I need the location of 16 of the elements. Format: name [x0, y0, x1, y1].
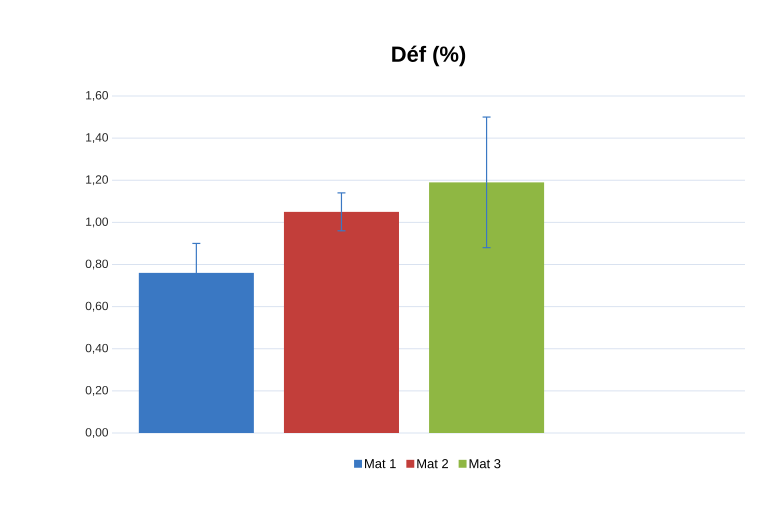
y-tick-label: 0,40 [86, 344, 108, 354]
y-tick-label: 0,20 [86, 386, 108, 396]
y-tick-label: 1,60 [86, 91, 108, 101]
y-tick-label: 1,20 [86, 175, 108, 186]
bar [138, 272, 254, 433]
y-tick-label: 0,80 [86, 260, 108, 270]
bar [429, 182, 544, 433]
legend-label: Mat 1 [365, 459, 396, 468]
y-tick-label: 0,60 [86, 302, 108, 312]
y-tick-label: 1,00 [86, 217, 108, 228]
legend-label: Mat 3 [470, 459, 500, 468]
bar [284, 212, 399, 433]
legend-label: Mat 2 [417, 459, 448, 468]
y-tick-label: 0,00 [86, 428, 108, 438]
y-tick-label: 1,40 [86, 133, 108, 144]
chart-title: Déf (%) [392, 46, 466, 66]
